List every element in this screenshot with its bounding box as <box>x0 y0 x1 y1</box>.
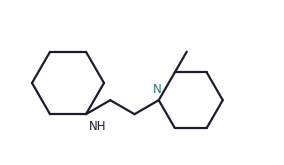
Text: NH: NH <box>89 120 106 133</box>
Text: N: N <box>153 83 162 96</box>
